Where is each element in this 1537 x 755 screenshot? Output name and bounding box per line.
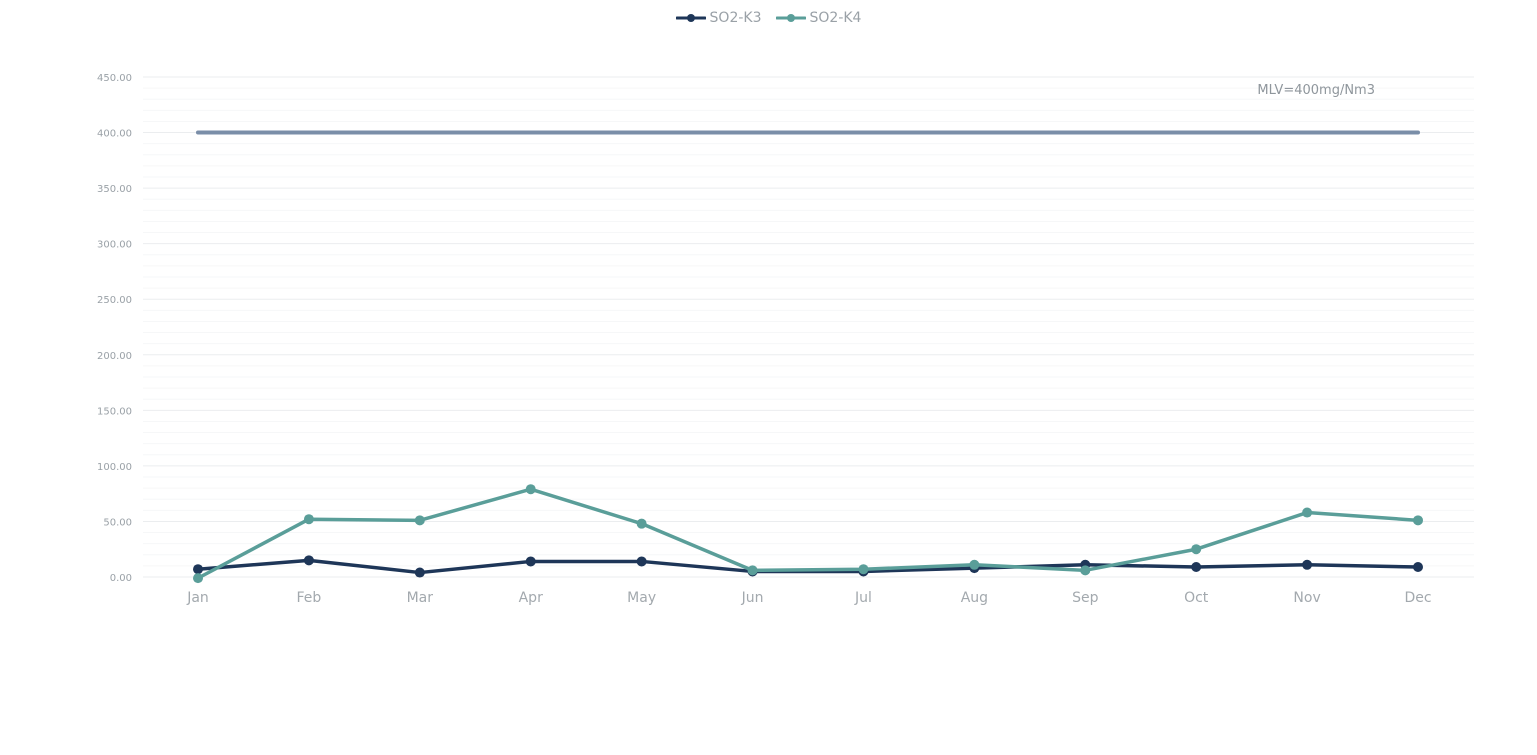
data-point-so2-k3: [1413, 562, 1423, 572]
x-tick-label: Jul: [854, 590, 872, 606]
legend-item-so2-k4[interactable]: SO2-K4: [775, 10, 862, 26]
data-point-so2-k3: [193, 564, 203, 575]
legend-item-so2-k3[interactable]: SO2-K3: [675, 10, 762, 26]
legend-marker-so2-k4: [775, 14, 806, 22]
data-point-so2-k3: [1191, 562, 1202, 572]
legend-label-so2-k4: SO2-K4: [809, 10, 862, 26]
y-tick-label: 200.00: [97, 351, 132, 362]
data-point-so2-k4: [414, 515, 425, 526]
data-point-so2-k4: [636, 518, 647, 529]
legend-label-so2-k3: SO2-K3: [709, 10, 762, 26]
series-line-so2-k4: [196, 487, 1420, 580]
x-tick-label: Jun: [741, 590, 764, 606]
x-tick-label: Nov: [1293, 590, 1320, 606]
data-point-so2-k4: [1413, 515, 1423, 526]
y-tick-label: 350.00: [97, 184, 132, 195]
data-point-so2-k3: [525, 556, 536, 567]
data-point-so2-k4: [525, 484, 536, 495]
data-point-so2-k3: [636, 556, 647, 567]
data-point-so2-k3: [414, 567, 425, 578]
legend-marker-so2-k3: [675, 14, 706, 22]
data-point-so2-k4: [858, 564, 869, 575]
y-tick-label: 50.00: [103, 517, 132, 528]
y-tick-label: 450.00: [97, 73, 132, 84]
x-tick-label: Feb: [297, 590, 322, 606]
y-tick-label: 0.00: [110, 573, 132, 584]
series-so2-k4: [193, 484, 1423, 584]
data-point-so2-k4: [747, 565, 758, 576]
gridlines: [143, 76, 1474, 578]
y-tick-label: 400.00: [97, 129, 132, 140]
y-tick-label: 250.00: [97, 295, 132, 306]
data-point-so2-k4: [193, 573, 203, 584]
y-tick-label: 300.00: [97, 240, 132, 251]
data-point-so2-k4: [303, 514, 314, 525]
x-tick-label: Apr: [519, 590, 543, 606]
mlv-reference-label: MLV=400mg/Nm3: [1257, 83, 1375, 98]
x-tick-label: Sep: [1072, 590, 1099, 606]
chart-legend: SO2-K3 SO2-K4: [0, 10, 1537, 26]
series-so2-k3: [193, 555, 1423, 578]
data-point-so2-k4: [1191, 544, 1202, 555]
data-point-so2-k3: [303, 555, 314, 566]
data-point-so2-k3: [1302, 559, 1313, 570]
data-point-so2-k4: [969, 559, 980, 570]
y-tick-label: 150.00: [97, 406, 132, 417]
x-tick-label: Mar: [407, 590, 434, 606]
y-tick-label: 100.00: [97, 462, 132, 473]
x-tick-label: May: [627, 590, 656, 606]
x-tick-label: Aug: [961, 590, 988, 606]
data-point-so2-k4: [1302, 507, 1313, 518]
x-tick-label: Dec: [1404, 590, 1431, 606]
x-tick-label: Jan: [186, 590, 209, 606]
x-tick-label: Oct: [1184, 590, 1209, 606]
data-point-so2-k4: [1080, 565, 1091, 576]
